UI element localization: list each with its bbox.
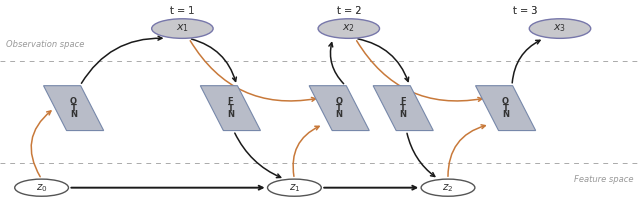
Polygon shape <box>309 86 369 131</box>
Text: $x_{1}$: $x_{1}$ <box>176 23 189 34</box>
Text: N: N <box>70 110 77 119</box>
Text: N: N <box>227 110 234 119</box>
Text: $x_{2}$: $x_{2}$ <box>342 23 355 34</box>
Text: $z_{0}$: $z_{0}$ <box>36 182 47 194</box>
Text: t = 3: t = 3 <box>513 6 537 16</box>
Circle shape <box>15 179 68 196</box>
Text: T: T <box>400 104 406 113</box>
Text: $z_{1}$: $z_{1}$ <box>289 182 300 194</box>
Text: N: N <box>400 110 406 119</box>
Polygon shape <box>373 86 433 131</box>
Text: O: O <box>502 98 509 106</box>
Text: T: T <box>336 104 342 113</box>
Circle shape <box>268 179 321 196</box>
Polygon shape <box>476 86 536 131</box>
Text: O: O <box>70 98 77 106</box>
Circle shape <box>318 19 380 38</box>
Text: Feature space: Feature space <box>574 175 634 184</box>
Text: T: T <box>502 104 509 113</box>
Text: t = 2: t = 2 <box>337 6 361 16</box>
Polygon shape <box>44 86 104 131</box>
Text: N: N <box>502 110 509 119</box>
Text: N: N <box>336 110 342 119</box>
Text: T: T <box>70 104 77 113</box>
Circle shape <box>529 19 591 38</box>
Circle shape <box>421 179 475 196</box>
Polygon shape <box>200 86 260 131</box>
Text: t = 2: t = 2 <box>337 6 361 16</box>
Text: t = 1: t = 1 <box>170 6 195 16</box>
Text: t = 3: t = 3 <box>513 6 537 16</box>
Circle shape <box>152 19 213 38</box>
Text: T: T <box>227 104 234 113</box>
Text: F: F <box>401 98 406 106</box>
Text: Observation space: Observation space <box>6 40 84 49</box>
Text: $z_{2}$: $z_{2}$ <box>442 182 454 194</box>
Text: t = 1: t = 1 <box>170 6 195 16</box>
Text: $x_{3}$: $x_{3}$ <box>554 23 566 34</box>
Text: O: O <box>336 98 342 106</box>
Text: F: F <box>228 98 233 106</box>
